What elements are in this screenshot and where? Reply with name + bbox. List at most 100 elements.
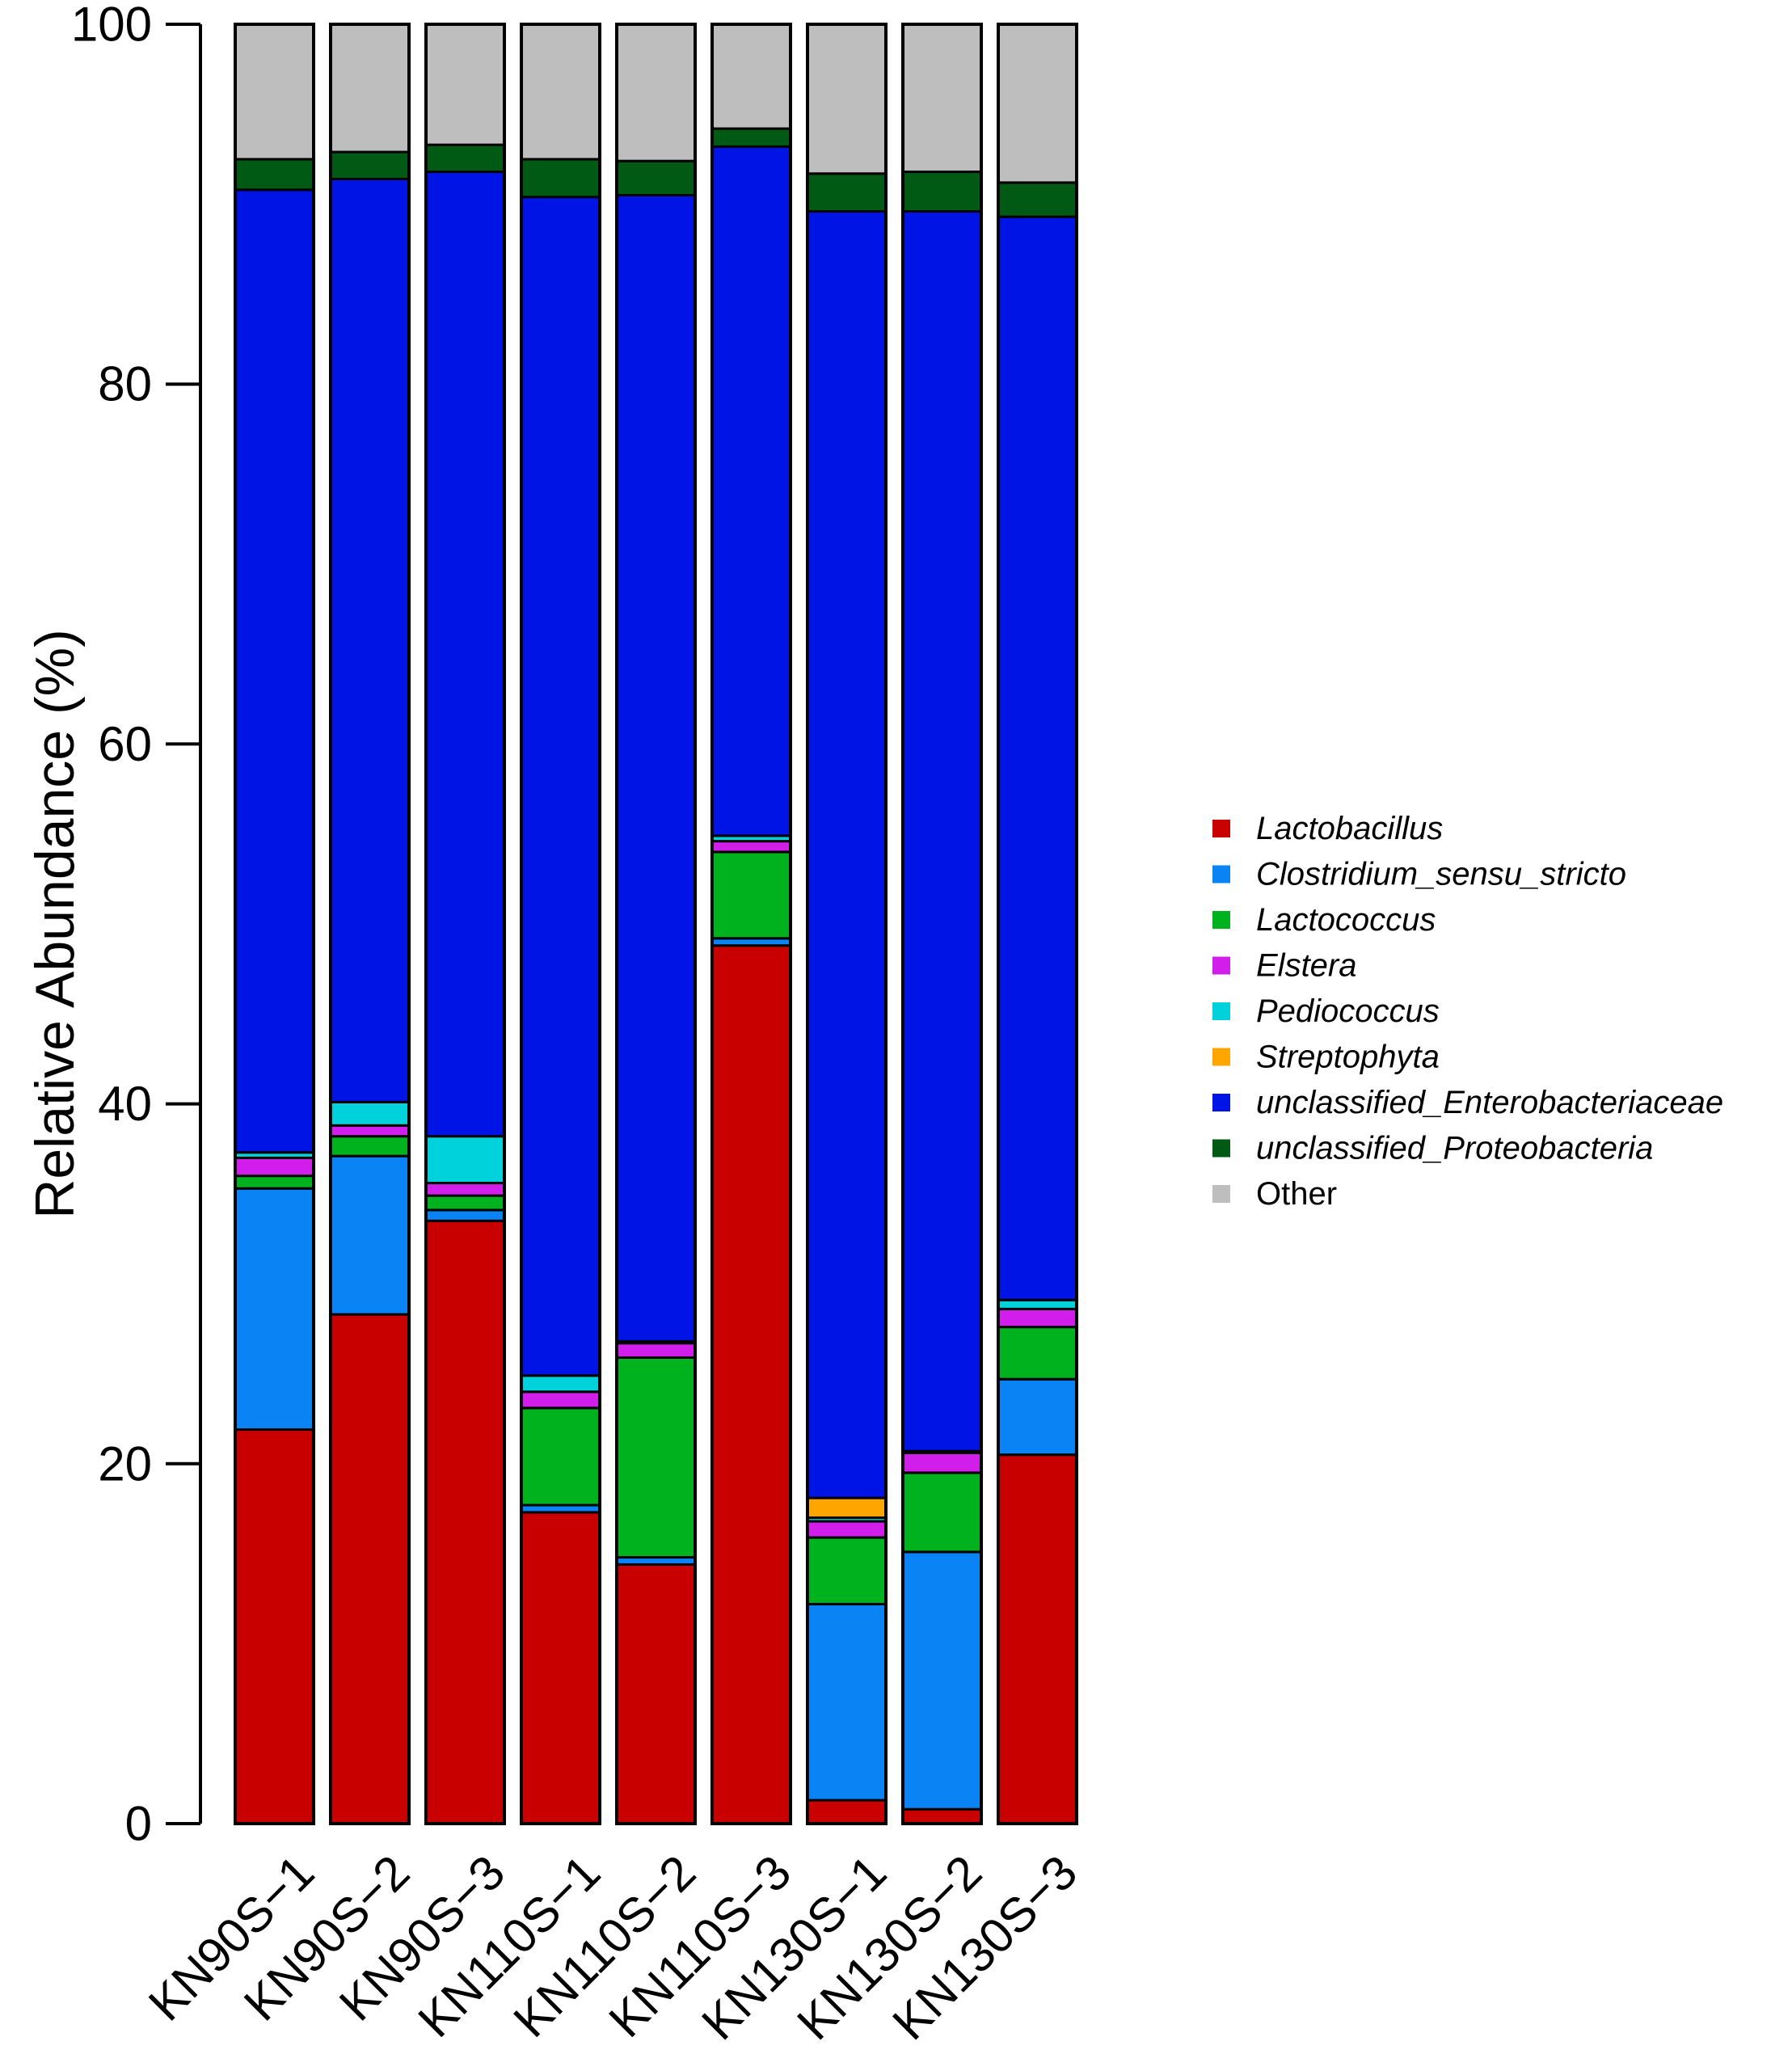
bar-segment-elstera-4 bbox=[520, 1390, 601, 1410]
y-axis: 0 20 40 60 80 100 bbox=[71, 0, 202, 1851]
bar-segment-elstera-9 bbox=[997, 1307, 1078, 1329]
legend-label: Pediococcus bbox=[1256, 993, 1440, 1029]
bar-segment-unclassified-proteobacteria-7 bbox=[806, 172, 888, 213]
bar-segment-lactobacillus-9 bbox=[997, 1453, 1078, 1825]
bar-segment-other-9 bbox=[997, 23, 1078, 184]
bar-segment-clostridium-sensu-stricto-1 bbox=[234, 1187, 315, 1432]
legend-label: Streptophyta bbox=[1256, 1040, 1440, 1075]
bar-segment-lactococcus-3 bbox=[424, 1194, 506, 1212]
bar-segment-elstera-1 bbox=[234, 1156, 315, 1178]
bar-segment-unclassified-proteobacteria-4 bbox=[520, 158, 601, 199]
bar-segment-elstera-6 bbox=[710, 840, 792, 854]
bar-4 bbox=[520, 23, 601, 1825]
bar-segment-clostridium-sensu-stricto-2 bbox=[329, 1154, 411, 1316]
bar-segment-clostridium-sensu-stricto-8 bbox=[901, 1550, 983, 1811]
bar-segment-unclassified-enterobacteriaceae-8 bbox=[901, 210, 983, 1453]
bar-segment-pediococcus-2 bbox=[329, 1100, 411, 1127]
bar-9 bbox=[997, 23, 1078, 1825]
bar-segment-clostridium-sensu-stricto-3 bbox=[424, 1208, 506, 1222]
bar-1 bbox=[234, 23, 315, 1825]
bar-segment-unclassified-enterobacteriaceae-7 bbox=[806, 210, 888, 1499]
bar-segment-elstera-5 bbox=[615, 1342, 697, 1359]
y-axis-title: Relative Abundance (%) bbox=[24, 629, 86, 1219]
legend-swatch bbox=[1212, 1094, 1230, 1111]
bar-segment-unclassified-proteobacteria-6 bbox=[710, 127, 792, 148]
bar-segment-unclassified-proteobacteria-5 bbox=[615, 159, 697, 196]
y-tick-label: 40 bbox=[98, 1077, 152, 1131]
bar-segment-lactococcus-5 bbox=[615, 1356, 697, 1559]
bar-segment-lactococcus-2 bbox=[329, 1135, 411, 1158]
bars-group bbox=[234, 23, 1078, 1825]
bar-segment-unclassified-enterobacteriaceae-3 bbox=[424, 171, 506, 1138]
legend-label: Lactococcus bbox=[1256, 902, 1436, 938]
bar-segment-lactococcus-1 bbox=[234, 1175, 315, 1190]
bar-segment-elstera-2 bbox=[329, 1124, 411, 1138]
legend: Lactobacillus Clostridium_sensu_stricto La… bbox=[1212, 811, 1723, 1212]
bar-segment-elstera-3 bbox=[424, 1182, 506, 1197]
legend-label: Lactobacillus bbox=[1256, 811, 1443, 846]
bar-segment-unclassified-proteobacteria-1 bbox=[234, 158, 315, 192]
bar-segment-other-4 bbox=[520, 23, 601, 161]
bar-segment-clostridium-sensu-stricto-7 bbox=[806, 1602, 888, 1802]
bar-segment-pediococcus-4 bbox=[520, 1374, 601, 1394]
bar-segment-clostridium-sensu-stricto-9 bbox=[997, 1377, 1078, 1457]
legend-item: unclassified_Enterobacteriaceae bbox=[1212, 1085, 1723, 1120]
legend-swatch bbox=[1212, 1185, 1230, 1203]
bar-2 bbox=[329, 23, 411, 1825]
y-tick-label: 0 bbox=[125, 1797, 152, 1851]
bar-outline-1 bbox=[234, 23, 315, 1825]
bar-segment-lactobacillus-1 bbox=[234, 1428, 315, 1825]
bar-segment-streptophyta-7 bbox=[806, 1496, 888, 1520]
legend-item: Lactococcus bbox=[1212, 902, 1436, 938]
bar-segment-lactobacillus-6 bbox=[710, 944, 792, 1825]
legend-label: Elstera bbox=[1256, 948, 1357, 984]
bar-segment-lactococcus-7 bbox=[806, 1536, 888, 1605]
bar-outline-9 bbox=[997, 23, 1078, 1825]
bar-segment-unclassified-enterobacteriaceae-6 bbox=[710, 145, 792, 837]
legend-swatch bbox=[1212, 1048, 1230, 1066]
bar-outline-7 bbox=[806, 23, 888, 1825]
y-tick-label: 80 bbox=[98, 357, 152, 411]
legend-item: Clostridium_sensu_stricto bbox=[1212, 857, 1626, 892]
bar-segment-lactococcus-6 bbox=[710, 850, 792, 940]
bar-outline-8 bbox=[901, 23, 983, 1825]
legend-label: unclassified_Proteobacteria bbox=[1256, 1131, 1653, 1166]
bar-segment-lactococcus-9 bbox=[997, 1326, 1078, 1381]
bar-segment-unclassified-enterobacteriaceae-1 bbox=[234, 188, 315, 1154]
legend-label: Clostridium_sensu_stricto bbox=[1256, 857, 1626, 892]
bar-segment-lactobacillus-7 bbox=[806, 1799, 888, 1825]
bar-segment-unclassified-enterobacteriaceae-5 bbox=[615, 193, 697, 1343]
bar-segment-lactococcus-4 bbox=[520, 1407, 601, 1507]
legend-swatch bbox=[1212, 820, 1230, 837]
bar-segment-lactobacillus-4 bbox=[520, 1511, 601, 1825]
bar-segment-other-7 bbox=[806, 23, 888, 175]
bar-5 bbox=[615, 23, 697, 1825]
bar-segment-elstera-7 bbox=[806, 1520, 888, 1539]
legend-item: Pediococcus bbox=[1212, 993, 1440, 1029]
legend-item: unclassified_Proteobacteria bbox=[1212, 1131, 1653, 1166]
bar-6 bbox=[710, 23, 792, 1825]
bar-outline-6 bbox=[710, 23, 792, 1825]
legend-swatch bbox=[1212, 956, 1230, 975]
bar-7 bbox=[806, 23, 888, 1825]
bar-segment-unclassified-proteobacteria-3 bbox=[424, 143, 506, 174]
legend-item: Streptophyta bbox=[1212, 1040, 1440, 1075]
legend-label: Other bbox=[1256, 1176, 1337, 1212]
bar-segment-other-2 bbox=[329, 23, 411, 154]
legend-label: unclassified_Enterobacteriaceae bbox=[1256, 1085, 1723, 1120]
y-tick-label: 100 bbox=[71, 0, 152, 52]
bar-outline-2 bbox=[329, 23, 411, 1825]
bar-3 bbox=[424, 23, 506, 1825]
bar-segment-unclassified-enterobacteriaceae-2 bbox=[329, 177, 411, 1103]
bar-segment-other-6 bbox=[710, 23, 792, 130]
bar-segment-unclassified-proteobacteria-9 bbox=[997, 181, 1078, 218]
bar-segment-other-5 bbox=[615, 23, 697, 162]
legend-item: Other bbox=[1212, 1176, 1337, 1212]
bar-segment-other-3 bbox=[424, 23, 506, 146]
y-tick-label: 60 bbox=[98, 717, 152, 771]
bar-segment-pediococcus-3 bbox=[424, 1135, 506, 1185]
bar-segment-lactococcus-8 bbox=[901, 1471, 983, 1554]
legend-item: Elstera bbox=[1212, 948, 1357, 984]
legend-swatch bbox=[1212, 911, 1230, 929]
